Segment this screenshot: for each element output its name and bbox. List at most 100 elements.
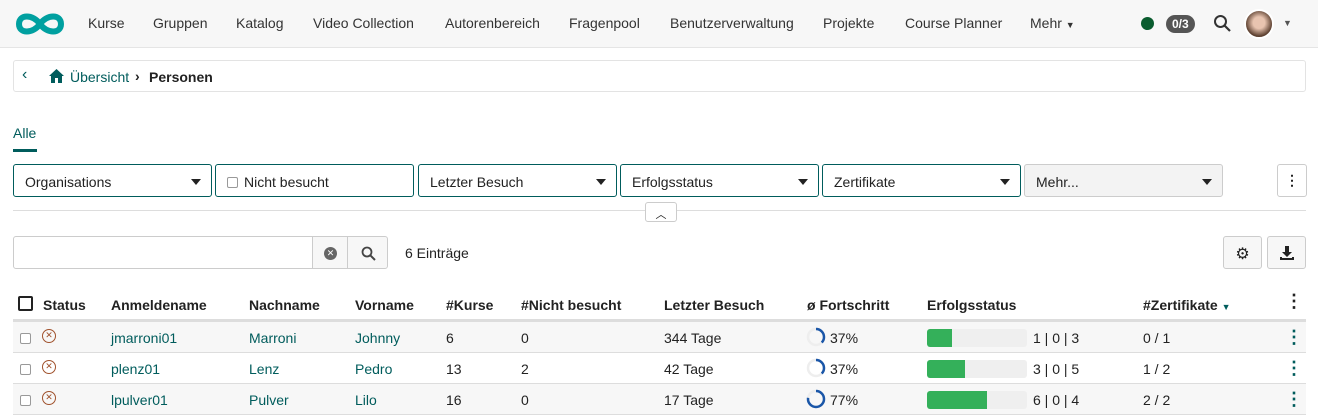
clear-icon: ✕ bbox=[324, 247, 337, 260]
header-lastname[interactable]: Nachname bbox=[249, 297, 320, 313]
tab-active-indicator bbox=[13, 149, 37, 152]
cell-not-visited: 0 bbox=[521, 330, 529, 346]
cell-success: 1 | 0 | 3 bbox=[1033, 330, 1080, 346]
cell-not-visited: 0 bbox=[521, 392, 529, 408]
filter-organisations[interactable]: Organisations bbox=[13, 164, 212, 197]
nav-benutzerverwaltung[interactable]: Benutzerverwaltung bbox=[670, 15, 794, 31]
clear-search-button[interactable]: ✕ bbox=[312, 236, 348, 269]
cell-lastname[interactable]: Pulver bbox=[249, 392, 289, 408]
table-row: ✕ lpulver01 Pulver Lilo 16 0 17 Tage 77%… bbox=[13, 384, 1306, 415]
breadcrumb: ‹ Übersicht › Personen bbox=[13, 60, 1306, 92]
success-bar-fill bbox=[927, 360, 965, 378]
filter-more[interactable]: Mehr... bbox=[1024, 164, 1223, 197]
status-failed-icon: ✕ bbox=[42, 329, 56, 343]
cell-success: 6 | 0 | 4 bbox=[1033, 392, 1080, 408]
success-bar bbox=[927, 391, 1027, 409]
caret-down-icon bbox=[798, 179, 808, 185]
filter-certificates[interactable]: Zertifikate bbox=[822, 164, 1021, 197]
column-options-icon[interactable]: ⋮ bbox=[1285, 291, 1303, 311]
header-label: #Zertifikate bbox=[1143, 297, 1218, 313]
cell-login[interactable]: jmarroni01 bbox=[111, 330, 178, 346]
nav-fragenpool[interactable]: Fragenpool bbox=[569, 15, 640, 31]
success-bar bbox=[927, 360, 1027, 378]
cell-firstname[interactable]: Lilo bbox=[355, 392, 377, 408]
checkbox[interactable] bbox=[227, 177, 238, 188]
cell-certificates: 0 / 1 bbox=[1143, 330, 1171, 346]
sort-desc-icon: ▼ bbox=[1221, 302, 1231, 312]
filter-success-status[interactable]: Erfolgsstatus bbox=[620, 164, 819, 197]
select-all-checkbox[interactable] bbox=[18, 296, 33, 311]
nav-autorenbereich[interactable]: Autorenbereich bbox=[445, 15, 540, 31]
notification-badge[interactable]: 0/3 bbox=[1166, 15, 1195, 33]
nav-course-planner[interactable]: Course Planner bbox=[905, 15, 1003, 31]
caret-down-icon[interactable]: ▼ bbox=[1283, 18, 1292, 28]
nav-gruppen[interactable]: Gruppen bbox=[153, 15, 208, 31]
cell-firstname[interactable]: Pedro bbox=[355, 361, 393, 377]
nav-projekte[interactable]: Projekte bbox=[823, 15, 875, 31]
row-actions-icon[interactable]: ⋮ bbox=[1285, 358, 1303, 378]
cell-progress: 77% bbox=[830, 392, 859, 408]
success-bar bbox=[927, 329, 1027, 347]
header-not-visited[interactable]: #Nicht besucht bbox=[521, 297, 622, 313]
cell-courses: 6 bbox=[446, 330, 454, 346]
row-actions-icon[interactable]: ⋮ bbox=[1285, 389, 1303, 409]
top-navbar: Kurse Gruppen Katalog Video Collection A… bbox=[0, 0, 1318, 48]
row-checkbox[interactable] bbox=[20, 364, 31, 375]
breadcrumb-home[interactable]: Übersicht bbox=[70, 69, 130, 85]
nav-kurse[interactable]: Kurse bbox=[88, 15, 125, 31]
search-icon[interactable] bbox=[1213, 14, 1232, 33]
chevron-up-icon: ︿ bbox=[655, 209, 667, 221]
cell-courses: 13 bbox=[446, 361, 462, 377]
nav-katalog[interactable]: Katalog bbox=[236, 15, 284, 31]
logo-icon[interactable] bbox=[13, 11, 67, 37]
header-courses[interactable]: #Kurse bbox=[446, 297, 494, 313]
search-input[interactable] bbox=[13, 236, 313, 269]
collapse-filters-button[interactable]: ︿ bbox=[645, 202, 677, 222]
home-icon bbox=[49, 69, 64, 83]
cell-not-visited: 2 bbox=[521, 361, 529, 377]
chevron-right-icon: › bbox=[135, 68, 140, 84]
header-last-visit[interactable]: Letzter Besuch bbox=[664, 297, 765, 313]
download-button[interactable] bbox=[1267, 236, 1306, 269]
filter-label: Letzter Besuch bbox=[430, 174, 524, 190]
filter-options-button[interactable]: ⋮ bbox=[1277, 164, 1307, 197]
filter-not-visited[interactable]: Nicht besucht bbox=[215, 164, 414, 197]
table-row: ✕ jmarroni01 Marroni Johnny 6 0 344 Tage… bbox=[13, 322, 1306, 353]
cell-login[interactable]: plenz01 bbox=[111, 361, 161, 377]
header-certificates[interactable]: #Zertifikate ▼ bbox=[1143, 297, 1231, 313]
filter-label: Mehr... bbox=[1036, 174, 1079, 190]
cell-firstname[interactable]: Johnny bbox=[355, 330, 401, 346]
cell-lastname[interactable]: Lenz bbox=[249, 361, 280, 377]
header-login[interactable]: Anmeldename bbox=[111, 297, 207, 313]
cell-login[interactable]: lpulver01 bbox=[111, 392, 168, 408]
filter-label: Zertifikate bbox=[834, 174, 896, 190]
filter-label: Nicht besucht bbox=[244, 174, 329, 190]
avatar[interactable] bbox=[1244, 9, 1274, 39]
filter-label: Organisations bbox=[25, 174, 112, 190]
header-status[interactable]: Status bbox=[43, 297, 86, 313]
search-icon bbox=[361, 246, 376, 261]
row-actions-icon[interactable]: ⋮ bbox=[1285, 327, 1303, 347]
tab-alle[interactable]: Alle bbox=[13, 125, 37, 141]
row-checkbox[interactable] bbox=[20, 395, 31, 406]
filter-label: Erfolgsstatus bbox=[632, 174, 713, 190]
nav-mehr[interactable]: Mehr ▼ bbox=[1030, 15, 1075, 31]
nav-mehr-label: Mehr bbox=[1030, 15, 1062, 31]
caret-down-icon bbox=[1202, 179, 1212, 185]
nav-video-collection[interactable]: Video Collection bbox=[313, 15, 414, 31]
row-checkbox[interactable] bbox=[20, 333, 31, 344]
header-success[interactable]: Erfolgsstatus bbox=[927, 297, 1017, 313]
search-button[interactable] bbox=[347, 236, 388, 269]
caret-down-icon bbox=[596, 179, 606, 185]
download-icon bbox=[1280, 246, 1294, 260]
table-row: ✕ plenz01 Lenz Pedro 13 2 42 Tage 37% 3 … bbox=[13, 353, 1306, 384]
success-bar-fill bbox=[927, 329, 952, 347]
header-progress[interactable]: ø Fortschritt bbox=[807, 297, 890, 313]
header-firstname[interactable]: Vorname bbox=[355, 297, 414, 313]
back-icon[interactable]: ‹ bbox=[22, 66, 28, 83]
cell-last-visit: 42 Tage bbox=[664, 361, 714, 377]
settings-button[interactable]: ⚙ bbox=[1223, 236, 1262, 269]
cell-lastname[interactable]: Marroni bbox=[249, 330, 297, 346]
caret-down-icon bbox=[1000, 179, 1010, 185]
filter-last-visit[interactable]: Letzter Besuch bbox=[418, 164, 617, 197]
